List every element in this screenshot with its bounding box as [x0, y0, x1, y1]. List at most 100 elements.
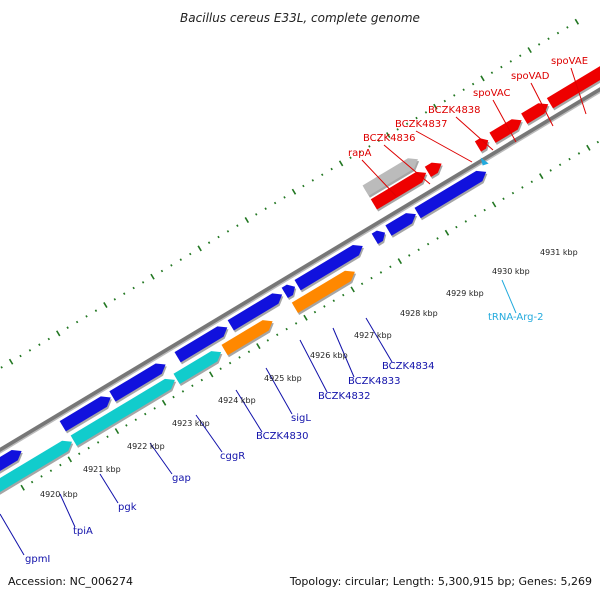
gene-BCZK4836[interactable]: [424, 162, 443, 180]
gene-labels: rapA BCZK4836 BCZK4837 BCZK4838 spoVACspoVAD…: [25, 56, 588, 565]
gene-spoVAE[interactable]: [546, 66, 600, 111]
top-gene-label[interactable]: spoVAE: [551, 56, 588, 67]
gene-spoVAC[interactable]: [489, 119, 523, 145]
tick-mark: [266, 339, 270, 342]
tick-mark: [453, 94, 456, 97]
tick-mark: [415, 116, 418, 120]
kbp-labels: 4920 kbp 4921 kbp 4922 kbp 4923 kbp 4924 kbp…: [40, 248, 578, 499]
gene-small[interactable]: [281, 284, 297, 301]
label-leader: [492, 99, 517, 143]
bottom-gene-label[interactable]: cggR: [220, 451, 245, 462]
bottom-gene-label[interactable]: tRNA-Arg-2: [488, 312, 543, 323]
tick-mark: [283, 196, 286, 199]
tick-mark: [226, 230, 230, 233]
tick-mark: [219, 367, 222, 371]
gene-blue-2[interactable]: [59, 396, 112, 434]
tick-mark: [530, 180, 534, 184]
bottom-gene-label[interactable]: BCZK4834: [382, 361, 435, 372]
tick-mark: [244, 217, 250, 224]
gene-cyan-3[interactable]: [173, 351, 223, 387]
gene-orange-2[interactable]: [291, 270, 357, 315]
tick-mark: [480, 75, 485, 82]
top-gene-label[interactable]: BCZK4837: [395, 119, 448, 130]
tick-mark: [527, 47, 532, 54]
tick-mark: [471, 82, 475, 86]
tick-mark: [491, 201, 497, 208]
gene-BCZK4837[interactable]: [362, 158, 420, 198]
top-gene-label[interactable]: BCZK4836: [363, 133, 416, 144]
tick-mark: [509, 60, 513, 63]
tick-mark: [47, 337, 51, 341]
bottom-gene-label[interactable]: BCZK4833: [348, 376, 401, 387]
top-gene-label[interactable]: rapA: [348, 148, 372, 159]
gene-gpmI[interactable]: [0, 440, 74, 499]
tick-mark: [549, 169, 552, 172]
gene-rapA[interactable]: [370, 171, 428, 212]
tick-mark: [405, 122, 409, 125]
bottom-gene-label[interactable]: sigL: [291, 413, 311, 424]
label-leader: [501, 279, 517, 314]
kbp-label: 4924 kbp: [218, 396, 256, 405]
bottom-gene-label[interactable]: tpiA: [73, 526, 93, 537]
tick-mark: [321, 173, 324, 176]
tick-mark: [397, 258, 403, 265]
tick-mark: [19, 354, 22, 358]
kbp-label: 4923 kbp: [172, 419, 210, 428]
tick-mark: [87, 446, 90, 450]
gene-spoVAD[interactable]: [521, 103, 550, 126]
kbp-label: 4928 kbp: [400, 309, 438, 318]
gene-gap[interactable]: [174, 326, 229, 365]
kbp-label: 4929 kbp: [446, 289, 484, 298]
gene-BCZK4830[interactable]: [294, 245, 364, 293]
tick-mark: [141, 281, 145, 284]
tick-mark: [179, 258, 183, 261]
tick-mark: [144, 412, 147, 416]
label-leader: [195, 414, 223, 453]
bottom-gene-label[interactable]: gpmI: [25, 554, 50, 565]
tick-mark: [537, 43, 541, 46]
trna-marker[interactable]: [480, 157, 489, 166]
tick-mark: [247, 350, 251, 354]
tick-mark: [433, 103, 438, 110]
tick-mark: [273, 201, 277, 205]
label-leader: [530, 82, 554, 127]
tick-mark: [0, 366, 3, 369]
tick-mark: [521, 186, 524, 189]
tick-mark: [303, 314, 308, 321]
label-leader: [299, 339, 328, 393]
tick-mark: [236, 224, 239, 227]
tick-mark: [56, 330, 61, 337]
bottom-gene-label[interactable]: pgk: [118, 502, 137, 513]
tick-mark: [500, 65, 503, 69]
tick-mark: [134, 418, 138, 421]
gene-blue-1[interactable]: [0, 449, 23, 483]
top-gene-label[interactable]: spoVAD: [511, 71, 550, 82]
tick-mark: [566, 26, 569, 29]
gene-orange-1[interactable]: [221, 320, 274, 358]
tick-mark: [125, 424, 128, 427]
bottom-gene-label[interactable]: BCZK4830: [256, 431, 309, 442]
gene-sigL[interactable]: [371, 230, 387, 246]
tick-mark: [443, 99, 447, 103]
tick-mark: [474, 214, 477, 218]
gene-BCZK4832[interactable]: [385, 213, 418, 238]
gene-pgk[interactable]: [109, 363, 167, 404]
tick-mark: [338, 160, 344, 167]
tick-mark: [191, 384, 194, 388]
tick-mark: [38, 343, 41, 346]
label-leaders: [0, 67, 587, 556]
gene-tpiA[interactable]: [70, 378, 177, 448]
tick-mark: [464, 220, 468, 223]
tick-mark: [377, 139, 381, 142]
bottom-gene-label[interactable]: BCZK4832: [318, 391, 371, 402]
tick-mark: [586, 144, 591, 151]
gene-cggR[interactable]: [227, 293, 284, 333]
bottom-gene-label[interactable]: gap: [172, 473, 191, 484]
gene-BCZK4834[interactable]: [414, 170, 488, 221]
tick-mark: [8, 358, 14, 365]
tick-mark: [291, 188, 297, 195]
tick-mark: [323, 305, 326, 308]
tick-mark: [490, 71, 494, 75]
top-gene-label[interactable]: spoVAC: [473, 88, 511, 99]
top-gene-label[interactable]: BCZK4838: [428, 105, 481, 116]
